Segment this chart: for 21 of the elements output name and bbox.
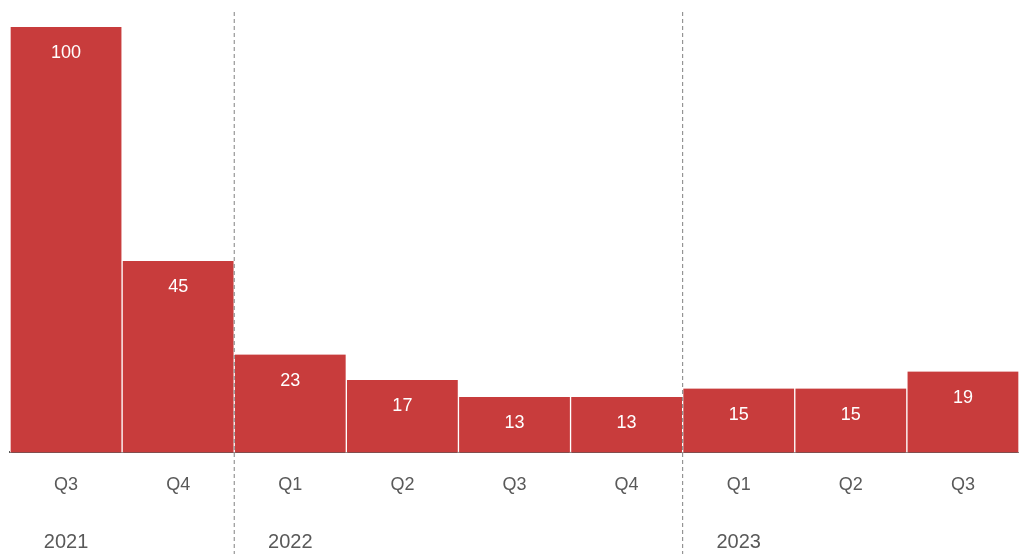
- data-label: 17: [392, 395, 413, 416]
- x-tick-label: Q4: [166, 474, 191, 495]
- text: 2022: [268, 529, 313, 552]
- x-tick-label: Q1: [726, 474, 751, 495]
- data-label: 23: [280, 369, 301, 390]
- x-tick-label: Q3: [950, 474, 975, 495]
- x-tick-label: Q4: [614, 474, 639, 495]
- text: 2023: [716, 529, 761, 552]
- x-tick-label: Q3: [502, 474, 527, 495]
- text: 2021: [43, 529, 89, 552]
- data-label: 13: [616, 412, 637, 433]
- x-tick-label: Q1: [278, 474, 303, 495]
- data-label: 13: [504, 412, 525, 433]
- x-tick-label: Q3: [54, 474, 79, 495]
- data-label: 100: [51, 41, 82, 62]
- x-tick-label: Q2: [838, 474, 863, 495]
- data-label: 45: [168, 275, 189, 296]
- data-label: 19: [952, 386, 973, 407]
- x-tick-label: Q2: [390, 474, 415, 495]
- data-label: 15: [840, 403, 861, 424]
- data-label: 15: [728, 403, 749, 424]
